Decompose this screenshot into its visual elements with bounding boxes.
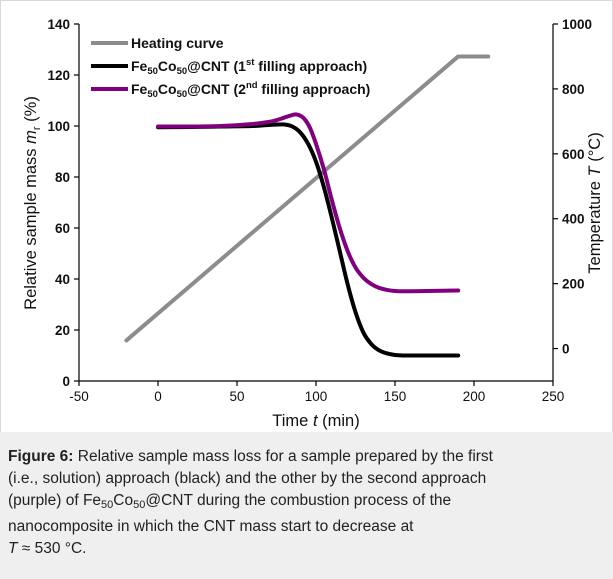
x-tick-label: 50: [229, 389, 244, 404]
legend: Heating curve Fe50Co50@CNT (1st filling …: [91, 35, 370, 100]
x-axis-title-post: (min): [318, 412, 360, 430]
caption-label: Figure 6:: [8, 448, 74, 465]
legend-label-2nd: Fe50Co50@CNT (2nd filling approach): [131, 80, 370, 100]
figure-caption: Figure 6: Relative sample mass loss for …: [0, 432, 613, 579]
series: [124, 54, 491, 358]
caption-line3-s1: 50: [101, 499, 114, 511]
legend-label-1st: Fe50Co50@CNT (1st filling approach): [131, 57, 367, 77]
right-y-axis-title: Temperature T (°C): [586, 132, 604, 273]
x-ticks: -50 0 50 100 150 200 250: [69, 381, 564, 404]
x-tick-label: 200: [463, 389, 486, 404]
left-y-axis-title-sub: r: [31, 126, 43, 130]
right-y-tick-label: 600: [562, 147, 585, 162]
legend-1st-s1: 50: [147, 66, 158, 77]
caption-line1: Relative sample mass loss for a sample p…: [73, 448, 493, 465]
legend-1st-sup: st: [246, 57, 255, 68]
x-tick-label: 100: [305, 389, 328, 404]
legend-2nd-s2: 50: [177, 89, 188, 100]
right-y-tick-label: 800: [562, 82, 585, 97]
legend-1st-fe: Fe: [131, 58, 148, 74]
right-y-tick-label: 200: [562, 277, 585, 292]
x-axis-title-var: t: [313, 412, 319, 430]
caption-line3-s2: 50: [133, 499, 146, 511]
legend-2nd-s1: 50: [147, 89, 158, 100]
right-y-axis-title-pre: Temperature: [586, 176, 604, 273]
right-y-tick-label: 1000: [562, 17, 592, 32]
series-2nd-filling: [156, 112, 461, 294]
left-y-tick-label: 60: [55, 221, 70, 236]
x-tick-label: 0: [154, 389, 162, 404]
caption-line5-post: ≈ 530 °C.: [17, 540, 87, 557]
left-y-tick-label: 140: [47, 17, 70, 32]
left-y-tick-label: 0: [62, 374, 70, 389]
x-axis-title-pre: Time: [272, 412, 313, 430]
legend-1st-co: Co: [158, 58, 177, 74]
caption-line5-var: T: [8, 540, 18, 557]
legend-2nd-fe: Fe: [131, 81, 148, 97]
right-y-tick-label: 0: [562, 342, 570, 357]
caption-line3-pre: (purple) of Fe: [8, 492, 102, 509]
caption-line4: nanocomposite in which the CNT mass star…: [8, 518, 414, 535]
caption-line2: (i.e., solution) approach (black) and th…: [8, 470, 487, 487]
x-tick-label: -50: [69, 389, 89, 404]
x-axis-title: Time t (min): [272, 412, 359, 430]
legend-1st-s2: 50: [177, 66, 188, 77]
left-y-tick-label: 80: [55, 170, 70, 185]
left-y-tick-label: 100: [47, 119, 70, 134]
legend-1st-end: filling approach): [254, 58, 367, 74]
legend-2nd-sup: nd: [246, 80, 258, 91]
left-y-axis-title-pre: Relative sample mass: [22, 144, 40, 310]
left-y-tick-label: 20: [55, 323, 70, 338]
caption-line3-mid: Co: [113, 492, 134, 509]
left-y-tick-label: 120: [47, 68, 70, 83]
legend-label-heating: Heating curve: [131, 35, 224, 51]
series-1st-filling: [156, 122, 461, 358]
legend-1st-rest: @CNT (1: [187, 58, 246, 74]
left-y-axis-title: Relative sample mass mr (%): [22, 96, 43, 310]
legend-2nd-rest: @CNT (2: [187, 81, 246, 97]
right-y-tick-label: 400: [562, 212, 585, 227]
legend-2nd-co: Co: [158, 81, 177, 97]
series-heating-curve: [124, 54, 491, 343]
right-y-axis-title-post: (°C): [586, 132, 604, 166]
right-y-axis-title-var: T: [586, 164, 604, 176]
caption-line3-post: @CNT during the combustion process of th…: [145, 492, 452, 509]
x-tick-label: 150: [384, 389, 407, 404]
left-y-axis-title-var: m: [22, 130, 40, 144]
x-tick-label: 250: [542, 389, 565, 404]
legend-2nd-end: filling approach): [258, 81, 371, 97]
left-y-ticks: 0 20 40 60 80 100 120 140: [47, 17, 79, 389]
left-y-tick-label: 40: [55, 272, 70, 287]
right-y-ticks: 0 200 400 600 800 1000: [553, 17, 592, 357]
left-y-axis-title-post: (%): [22, 96, 40, 126]
